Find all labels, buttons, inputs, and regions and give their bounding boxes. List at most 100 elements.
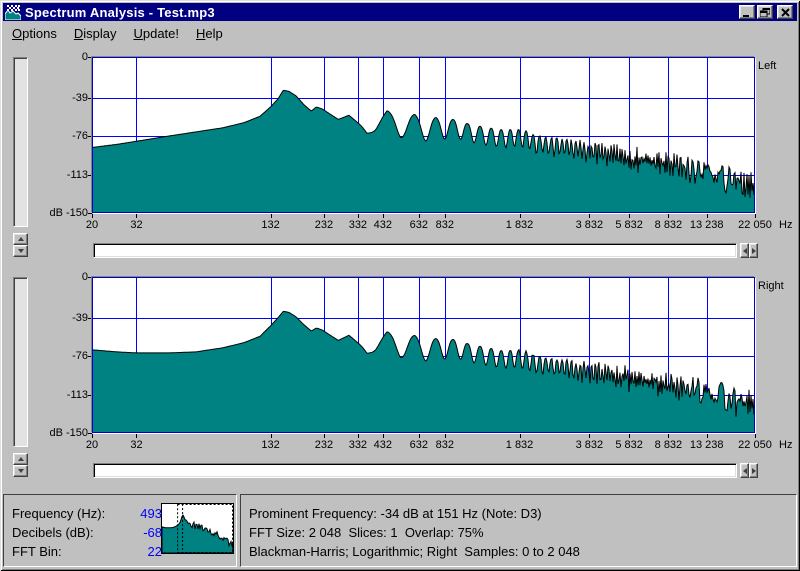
x-axis-label: 232 xyxy=(314,219,334,231)
y-axis-tick xyxy=(88,395,92,396)
y-axis-label: dB -150 xyxy=(49,427,88,439)
x-axis-tick xyxy=(707,434,708,438)
frequency-scrollbar-left[interactable] xyxy=(93,243,737,258)
close-button[interactable] xyxy=(777,5,793,19)
x-axis-tick xyxy=(92,214,93,218)
menu-item-options[interactable]: Options xyxy=(12,25,57,41)
x-axis-label: 432 xyxy=(373,439,392,451)
x-axis-label: 632 xyxy=(409,439,428,451)
x-axis-label: 22 050 xyxy=(738,439,772,451)
plot-area-right[interactable] xyxy=(91,277,756,434)
x-axis-label: 232 xyxy=(314,439,334,451)
x-axis-label: 5 832 xyxy=(615,439,643,451)
x-axis-label: 20 xyxy=(85,439,99,451)
close-icon xyxy=(780,7,790,17)
y-axis-tick xyxy=(88,356,92,357)
y-axis-label: -39 xyxy=(72,311,88,324)
x-axis-tick xyxy=(136,434,137,438)
y-axis-tick xyxy=(88,213,92,214)
x-axis-tick xyxy=(271,434,272,438)
x-axis-tick xyxy=(383,434,384,438)
x-axis-tick xyxy=(383,214,384,218)
vertical-zoom-slider-right[interactable] xyxy=(13,277,28,447)
frequency-scrollbar-right[interactable] xyxy=(93,463,737,478)
arrow-down-icon xyxy=(17,469,24,473)
restore-button[interactable] xyxy=(757,5,773,19)
x-axis-tick xyxy=(755,214,756,218)
x-axis-tick xyxy=(755,434,756,438)
x-axis-label: 22 050 xyxy=(738,219,772,231)
plot-area-left[interactable] xyxy=(91,57,756,214)
x-axis-tick xyxy=(358,214,359,218)
menu-item-update[interactable]: Update! xyxy=(133,25,180,41)
x-axis-unit: Hz xyxy=(779,219,793,231)
x-axis-tick xyxy=(419,434,420,438)
arrow-left-icon xyxy=(742,467,747,474)
arrow-down-icon xyxy=(17,249,24,253)
x-axis-tick xyxy=(271,214,272,218)
menu-item-help[interactable]: Help xyxy=(196,25,223,41)
minimize-icon xyxy=(743,14,749,17)
x-axis-label: 20 xyxy=(85,219,99,231)
x-axis-label: 832 xyxy=(435,219,455,231)
spectrum-thumbnail[interactable] xyxy=(161,503,234,554)
x-axis-label: 3 832 xyxy=(575,439,604,451)
x-axis-label: 3 832 xyxy=(575,219,604,231)
arrow-right-icon xyxy=(751,247,756,254)
zoom-region-rect[interactable] xyxy=(177,504,233,553)
y-axis-label: -76 xyxy=(72,350,88,363)
readout-value-0: 493 xyxy=(140,506,162,521)
x-axis-tick xyxy=(92,434,93,438)
vertical-zoom-slider-left[interactable] xyxy=(13,57,28,227)
x-axis-tick xyxy=(358,434,359,438)
x-axis-tick xyxy=(589,434,590,438)
x-axis-tick xyxy=(668,214,669,218)
x-axis-tick xyxy=(629,434,630,438)
x-axis-label: 332 xyxy=(348,219,368,231)
arrow-right-icon xyxy=(751,467,756,474)
scroll-right-button[interactable] xyxy=(749,463,758,478)
x-axis-label: 13 238 xyxy=(689,439,724,451)
readout-label-2: FFT Bin: xyxy=(12,544,62,559)
x-axis-tick xyxy=(136,214,137,218)
arrow-up-icon xyxy=(17,237,24,241)
minimize-button[interactable] xyxy=(739,5,755,19)
y-axis-tick xyxy=(88,136,92,137)
x-axis-label: 1 832 xyxy=(505,219,534,231)
scroll-left-button[interactable] xyxy=(740,463,749,478)
scroll-left-button[interactable] xyxy=(740,243,749,258)
arrow-left-icon xyxy=(742,247,747,254)
y-axis-label: -39 xyxy=(72,91,88,104)
x-axis-label: 1 832 xyxy=(505,439,534,451)
x-axis-label: 432 xyxy=(373,219,392,231)
slider-down-button[interactable] xyxy=(13,245,28,257)
y-axis-tick xyxy=(88,175,92,176)
x-axis-label: 832 xyxy=(435,439,455,451)
x-axis-tick xyxy=(520,434,521,438)
app-spectrum-icon xyxy=(5,4,21,20)
slider-up-button[interactable] xyxy=(13,453,28,465)
channel-label-left: Left xyxy=(758,60,777,72)
y-axis-label: -113 xyxy=(66,168,88,181)
y-axis-tick xyxy=(88,57,92,58)
readout-value-1: -68 xyxy=(143,525,162,540)
titlebar: Spectrum Analysis - Test.mp3 xyxy=(3,3,797,21)
y-axis-label: 0 xyxy=(81,271,88,283)
readout-value-2: 22 xyxy=(147,544,162,559)
scroll-right-button[interactable] xyxy=(749,243,758,258)
x-axis-label: 132 xyxy=(261,219,280,231)
y-axis-tick xyxy=(88,98,92,99)
x-axis-label: 32 xyxy=(130,439,143,451)
x-axis-tick xyxy=(324,214,325,218)
x-axis-label: 8 832 xyxy=(654,219,683,231)
y-axis-label: -113 xyxy=(66,388,88,401)
x-axis-label: 8 832 xyxy=(654,439,683,451)
restore-icon xyxy=(760,7,770,17)
analysis-line-0: Prominent Frequency: -34 dB at 151 Hz (N… xyxy=(249,506,542,521)
slider-down-button[interactable] xyxy=(13,465,28,477)
channel-label-right: Right xyxy=(758,280,784,292)
slider-up-button[interactable] xyxy=(13,233,28,245)
menubar: Options Display Update! Help xyxy=(3,22,797,44)
menu-item-display[interactable]: Display xyxy=(73,25,117,41)
y-axis-label: 0 xyxy=(81,51,88,63)
